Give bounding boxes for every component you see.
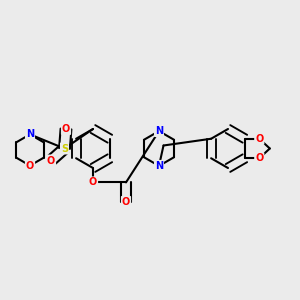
Text: O: O — [122, 197, 130, 207]
Text: N: N — [155, 161, 163, 171]
Text: O: O — [62, 124, 70, 134]
Text: O: O — [255, 134, 263, 144]
Text: N: N — [155, 126, 163, 136]
Text: N: N — [26, 129, 34, 140]
Text: O: O — [89, 177, 97, 188]
Text: S: S — [61, 143, 68, 154]
Text: O: O — [26, 160, 34, 171]
Text: O: O — [255, 153, 263, 163]
Text: O: O — [47, 155, 55, 166]
